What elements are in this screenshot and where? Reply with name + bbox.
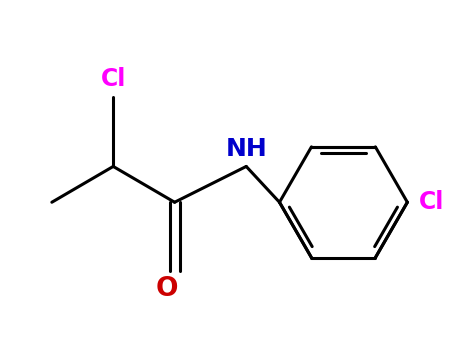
Text: NH: NH [225,137,267,161]
Text: O: O [156,276,178,303]
Text: Cl: Cl [101,67,126,91]
Text: Cl: Cl [419,190,444,214]
